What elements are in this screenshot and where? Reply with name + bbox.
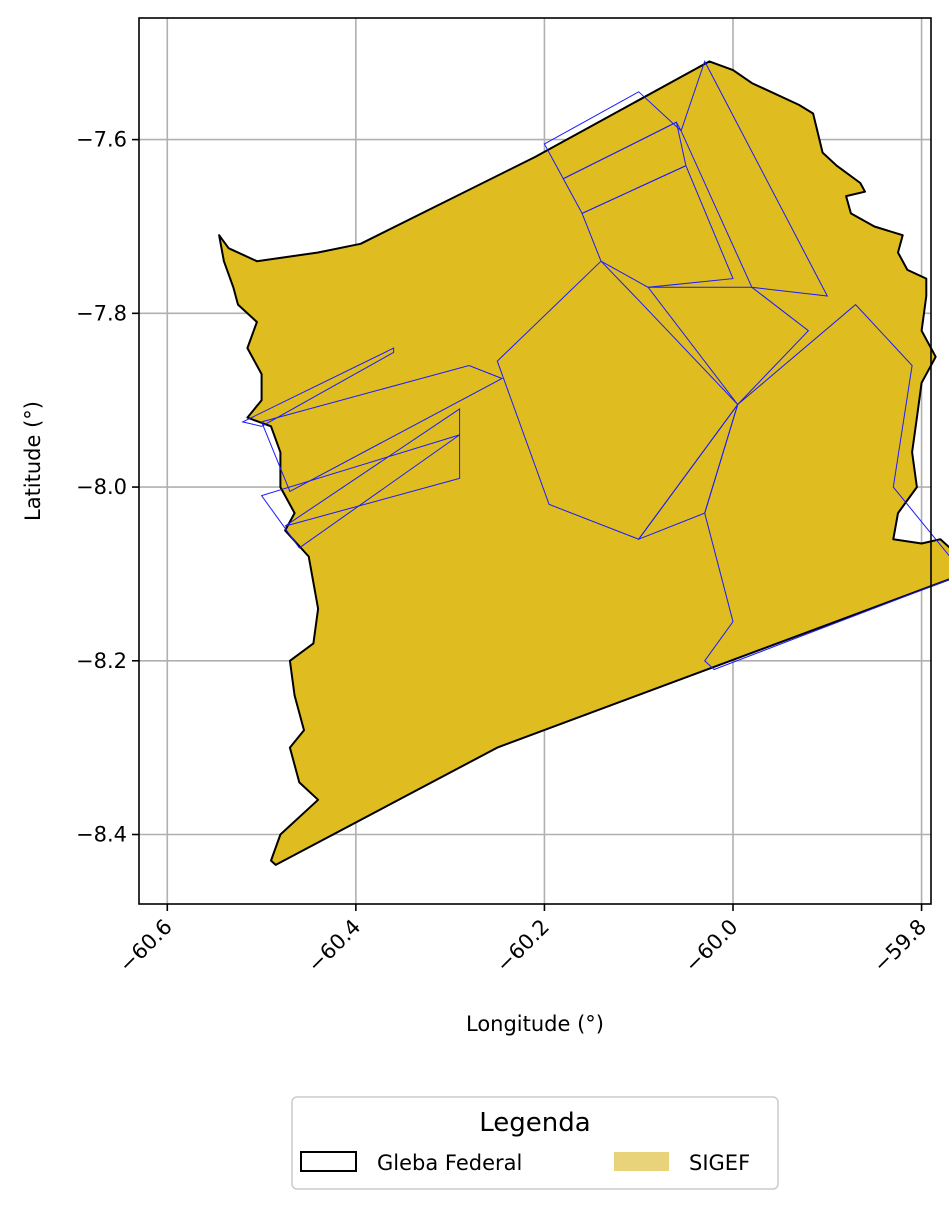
y-tick-label-1: −7.8 bbox=[76, 301, 127, 325]
sigef-parcel-8 bbox=[241, 347, 395, 427]
y-axis-label: Latitude (°) bbox=[21, 401, 45, 521]
sigef-parcel-9 bbox=[260, 364, 504, 493]
x-tick-label-4: −59.8 bbox=[869, 915, 931, 977]
legend-swatch-sigef bbox=[614, 1152, 669, 1171]
gleba-federal-layer bbox=[218, 60, 949, 866]
y-tick-label-4: −8.4 bbox=[76, 823, 127, 847]
legend-label-gleba-federal: Gleba Federal bbox=[377, 1151, 522, 1175]
gleba-federal-boundary bbox=[218, 60, 949, 866]
legend: Legenda Gleba Federal SIGEF bbox=[291, 1096, 779, 1190]
x-axis: −60.6 −60.4 −60.2 −60.0 −59.8 bbox=[114, 904, 931, 977]
y-tick-label-0: −7.6 bbox=[76, 128, 127, 152]
x-tick-label-2: −60.2 bbox=[491, 915, 553, 977]
x-tick-label-0: −60.6 bbox=[114, 915, 176, 977]
sigef-parcel-5 bbox=[647, 286, 810, 406]
y-tick-label-2: −8.0 bbox=[76, 475, 127, 499]
x-tick-label-1: −60.4 bbox=[303, 915, 365, 977]
x-axis-label: Longitude (°) bbox=[466, 1012, 604, 1036]
sigef-parcel-10 bbox=[284, 407, 461, 527]
sigef-parcel-11 bbox=[260, 434, 460, 549]
legend-title: Legenda bbox=[479, 1108, 590, 1138]
y-tick-label-3: −8.2 bbox=[76, 649, 127, 673]
x-tick-label-3: −60.0 bbox=[680, 915, 742, 977]
legend-swatch-gleba-federal bbox=[300, 1151, 357, 1172]
sigef-parcel-7 bbox=[704, 303, 949, 671]
legend-label-sigef: SIGEF bbox=[689, 1151, 750, 1175]
sigef-parcel-3 bbox=[581, 165, 734, 288]
y-axis: −7.6 −7.8 −8.0 −8.2 −8.4 bbox=[76, 128, 139, 847]
sigef-layer bbox=[241, 60, 949, 671]
plot-frame bbox=[138, 17, 932, 905]
